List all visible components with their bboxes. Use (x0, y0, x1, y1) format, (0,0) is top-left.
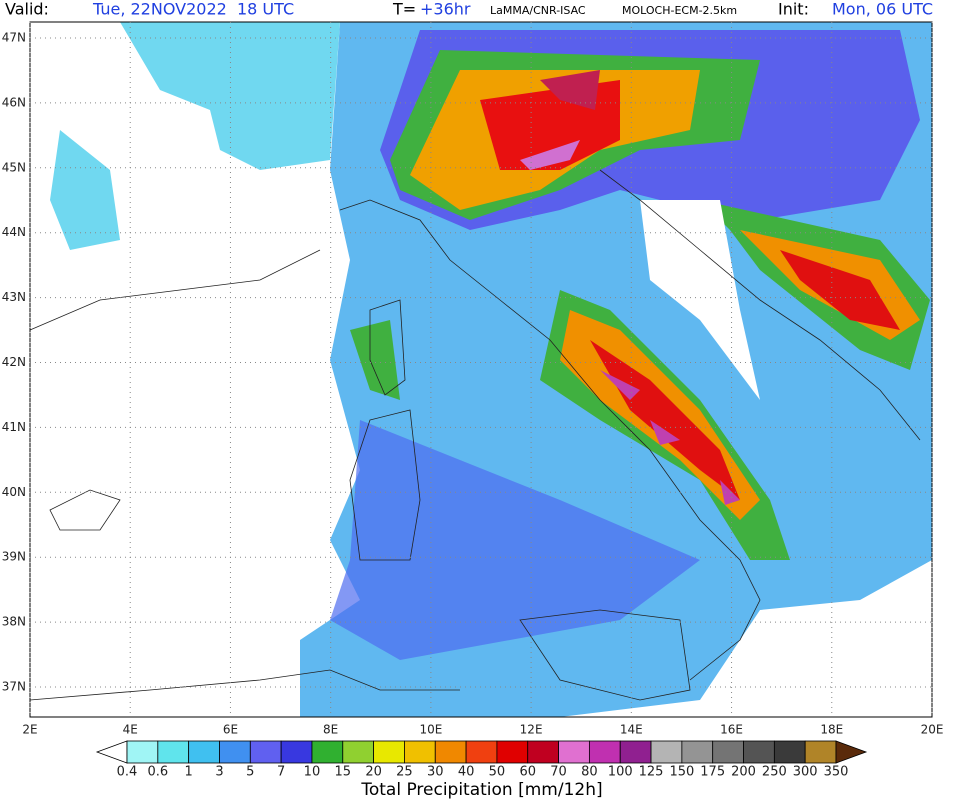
colorbar-level: 30 (427, 765, 444, 780)
colorbar-box (681, 740, 714, 764)
lat-label: 40N (2, 485, 26, 499)
colorbar-box (588, 740, 621, 764)
colorbar-box (712, 740, 744, 764)
colorbar-level: 15 (335, 765, 352, 780)
colorbar-box (342, 740, 375, 764)
lon-label: 2E (22, 723, 37, 737)
colorbar-level: 250 (762, 765, 787, 780)
colorbar-box (157, 740, 190, 764)
colorbar-title: Total Precipitation [mm/12h] (360, 780, 602, 800)
colorbar-box (434, 740, 467, 764)
lat-label: 46N (2, 95, 26, 109)
lon-label: 10E (419, 723, 442, 737)
lon-label: 20E (921, 723, 944, 737)
colorbar-box (280, 740, 313, 764)
lat-label: 44N (2, 225, 26, 239)
lon-label: 12E (520, 723, 543, 737)
lon-label: 8E (323, 723, 338, 737)
colorbar-level: 0.6 (147, 765, 168, 780)
colorbar-box (743, 740, 775, 764)
colorbar-level: 20 (365, 765, 382, 780)
colorbar-over (835, 740, 868, 764)
lat-label: 37N (2, 680, 26, 694)
colorbar-level: 80 (581, 765, 598, 780)
colorbar-box (527, 740, 559, 764)
colorbar-level: 10 (304, 765, 321, 780)
model: MOLOCH-ECM-2.5km (622, 4, 737, 17)
lead-label: T= (392, 0, 416, 19)
colorbar-level: 40 (458, 765, 475, 780)
colorbar-box (188, 740, 220, 764)
colorbar-box (496, 740, 529, 764)
lat-label: 38N (2, 615, 26, 629)
lon-label: 18E (820, 723, 843, 737)
lat-label: 43N (2, 290, 26, 304)
lon-label: 6E (223, 723, 238, 737)
colorbar-level: 70 (550, 765, 567, 780)
lat-label: 45N (2, 160, 26, 174)
coastlines (29, 169, 921, 701)
colorbar-box (558, 740, 590, 764)
colorbar-box (219, 740, 251, 764)
colorbar-level: 3 (215, 765, 223, 780)
lead-time: +36hr (420, 0, 471, 19)
lat-label: 47N (2, 31, 26, 45)
colorbar-level: 175 (700, 765, 725, 780)
colorbar-box (404, 740, 436, 764)
lon-label: 16E (720, 723, 743, 737)
colorbar-level: 60 (519, 765, 536, 780)
lat-label: 42N (2, 355, 26, 369)
colorbar-box (804, 740, 837, 764)
colorbar-level: 125 (639, 765, 664, 780)
valid-label: Valid: (5, 0, 49, 19)
graticule: 47N 46N 45N 44N 43N 42N 41N 40N 39N 38N 37N 2E 4E 6E 8… (2, 22, 944, 737)
colorbar-level: 7 (277, 765, 285, 780)
colorbar-level: 5 (246, 765, 254, 780)
colorbar-level: 150 (669, 765, 694, 780)
source: LaMMA/CNR-ISAC (490, 4, 586, 17)
colorbar-box (126, 740, 159, 764)
precip-field (50, 22, 932, 717)
colorbar-level: 100 (608, 765, 633, 780)
colorbar-level: 50 (489, 765, 506, 780)
init-time: Mon, 06 UTC (832, 0, 933, 19)
lon-label: 14E (620, 723, 643, 737)
colorbar-level: 25 (396, 765, 413, 780)
colorbar: 0.4 0.6 1 3 5 7 10 15 20 25 30 40 50 60 70 80 100 125 150 1… (95, 740, 868, 780)
colorbar-level: 1 (185, 765, 193, 780)
lat-label: 41N (2, 420, 26, 434)
colorbar-box (465, 740, 498, 764)
colorbar-level: 350 (824, 765, 849, 780)
colorbar-box (249, 740, 282, 764)
colorbar-level: 0.4 (117, 765, 138, 780)
colorbar-level: 300 (793, 765, 818, 780)
map-frame (29, 21, 933, 718)
colorbar-level: 200 (731, 765, 756, 780)
lat-label: 39N (2, 550, 26, 564)
lon-label: 4E (123, 723, 138, 737)
colorbar-under (95, 740, 128, 764)
colorbar-box (373, 740, 405, 764)
valid-time: Tue, 22NOV2022 18 UTC (92, 0, 294, 19)
colorbar-box (311, 740, 344, 764)
colorbar-box (619, 740, 652, 764)
colorbar-box (773, 740, 806, 764)
init-label: Init: (778, 0, 809, 19)
colorbar-box (650, 740, 683, 764)
